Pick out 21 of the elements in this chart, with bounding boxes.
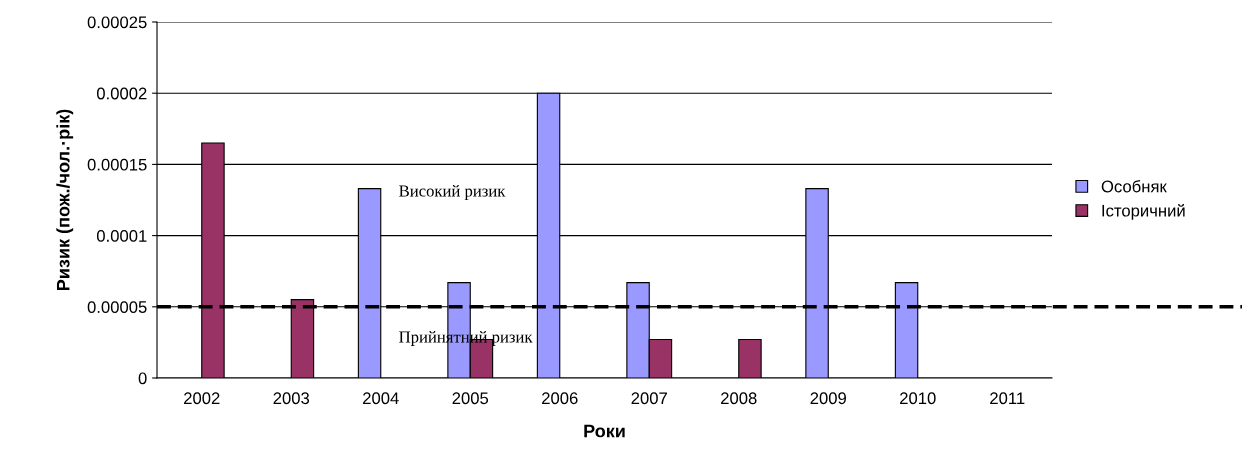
x-tick-label: 2006	[542, 392, 578, 405]
x-tick-label: 2011	[990, 392, 1025, 405]
y-axis-title: Ризик (пож./чол.·рік)	[56, 109, 74, 291]
y-tick-label: 0.00005	[87, 301, 147, 313]
legend-label: Особняк	[1101, 180, 1167, 193]
y-tick-label: 0	[138, 372, 147, 385]
x-tick-label: 2002	[184, 392, 220, 405]
x-axis-title: Роки	[584, 424, 625, 438]
x-tick-label: 2009	[810, 392, 846, 405]
x-tick-label: 2005	[452, 392, 489, 405]
y-tick-label: 0.00025	[87, 16, 147, 29]
x-tick-label: 2008	[721, 392, 757, 405]
legend-label: Історичний	[1102, 204, 1185, 220]
x-tick-label: 2003	[273, 392, 310, 405]
annotation: Високий ризик	[399, 185, 506, 200]
y-tick-label: 0.0002	[96, 87, 147, 100]
y-tick-label: 0.0001	[96, 230, 147, 242]
x-tick-label: 2004	[363, 392, 399, 405]
y-tick-label: 0.00015	[87, 158, 147, 171]
x-tick-label: 2007	[631, 392, 667, 405]
x-tick-label: 2010	[900, 392, 936, 405]
